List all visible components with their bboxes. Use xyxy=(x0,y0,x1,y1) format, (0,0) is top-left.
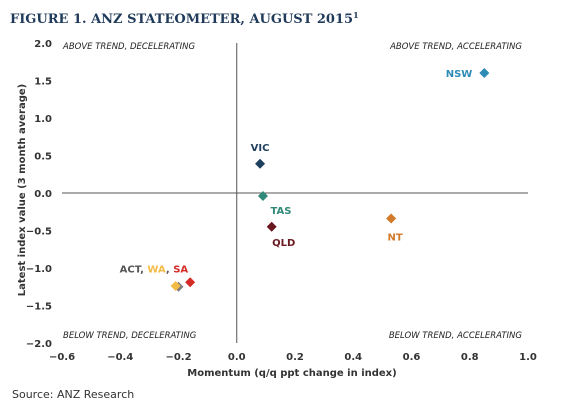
point-label-nt: NT xyxy=(388,233,403,244)
point-label-wa: WA xyxy=(147,264,166,275)
y-tick-label: −1.5 xyxy=(26,302,52,313)
y-tick-label: −1.0 xyxy=(26,264,52,275)
x-tick-label: −0.4 xyxy=(107,352,133,363)
axes xyxy=(62,43,528,343)
data-point-tas xyxy=(257,191,268,201)
data-points xyxy=(170,68,490,292)
x-tick-label: 0.2 xyxy=(286,352,304,363)
x-tick-label: 0.4 xyxy=(344,352,362,363)
point-label-sa: SA xyxy=(173,264,188,275)
point-label-cluster: ACT, WA, SA xyxy=(120,264,189,275)
y-tick-label: 1.5 xyxy=(34,77,52,88)
point-label-act: ACT xyxy=(120,264,142,275)
y-tick-label: 0.5 xyxy=(34,152,52,163)
quadrant-label-bottom-right: BELOW TREND, ACCELERATING xyxy=(389,331,523,341)
data-point-nsw xyxy=(479,68,490,78)
chart-title: FIGURE 1. ANZ STATEOMETER, AUGUST 20151 xyxy=(10,10,359,27)
data-point-nt xyxy=(386,213,397,224)
quadrant-label-top-right: ABOVE TREND, ACCELERATING xyxy=(389,42,522,52)
source-note: Source: ANZ Research xyxy=(12,388,134,401)
point-label-qld: QLD xyxy=(272,238,295,249)
y-axis-label: Latest index value (3 month average) xyxy=(17,84,28,296)
x-tick-label: 0.0 xyxy=(228,352,246,363)
x-axis-label: Momentum (q/q ppt change in index) xyxy=(187,368,396,379)
x-tick-label: 1.0 xyxy=(519,352,537,363)
quadrant-labels: ABOVE TREND, DECELERATING ABOVE TREND, A… xyxy=(62,42,522,341)
x-tick-label: 0.6 xyxy=(403,352,421,363)
y-tick-label: 1.0 xyxy=(34,114,52,125)
point-labels: NSW VIC TAS QLD NT ACT, WA, SA xyxy=(120,69,473,275)
tick-labels: −0.6 −0.4 −0.2 0.0 0.2 0.4 0.6 0.8 1.0 −2.0 −1.5 −1… xyxy=(26,39,537,363)
point-label-separator: , xyxy=(140,264,147,275)
data-point-wa xyxy=(170,281,181,291)
x-tick-label: −0.6 xyxy=(49,352,75,363)
chart-title-text: FIGURE 1. ANZ STATEOMETER, AUGUST 2015 xyxy=(10,12,353,27)
y-tick-label: −2.0 xyxy=(26,339,52,350)
point-label-vic: VIC xyxy=(251,143,270,154)
data-point-sa xyxy=(185,277,196,288)
quadrant-label-top-left: ABOVE TREND, DECELERATING xyxy=(62,42,195,52)
y-tick-label: −0.5 xyxy=(26,227,52,238)
point-label-nsw: NSW xyxy=(446,69,473,80)
data-point-qld xyxy=(266,221,277,232)
point-label-tas: TAS xyxy=(270,206,291,217)
x-tick-label: −0.2 xyxy=(165,352,191,363)
x-tick-label: 0.8 xyxy=(461,352,479,363)
chart-title-footnote: 1 xyxy=(353,10,359,20)
point-label-separator: , xyxy=(166,264,173,275)
y-tick-label: 2.0 xyxy=(34,39,52,50)
y-tick-label: 0.0 xyxy=(34,189,52,200)
data-point-vic xyxy=(255,158,266,169)
quadrant-label-bottom-left: BELOW TREND, DECELERATING xyxy=(63,331,197,341)
